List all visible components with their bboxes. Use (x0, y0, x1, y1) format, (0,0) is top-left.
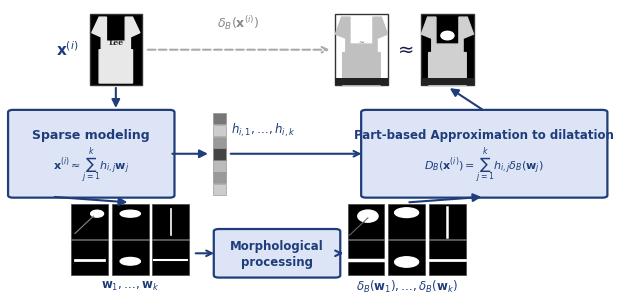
FancyBboxPatch shape (335, 14, 388, 85)
FancyBboxPatch shape (212, 184, 226, 195)
FancyBboxPatch shape (112, 241, 148, 275)
FancyBboxPatch shape (421, 14, 474, 85)
Ellipse shape (395, 257, 419, 267)
FancyBboxPatch shape (388, 204, 425, 239)
FancyBboxPatch shape (388, 241, 425, 275)
FancyBboxPatch shape (421, 78, 474, 85)
Text: $\sim$: $\sim$ (357, 38, 365, 44)
FancyBboxPatch shape (214, 229, 340, 278)
Polygon shape (92, 17, 140, 83)
FancyBboxPatch shape (212, 160, 226, 171)
FancyBboxPatch shape (152, 241, 189, 275)
Text: $h_{i,1}, \ldots, h_{i,k}$: $h_{i,1}, \ldots, h_{i,k}$ (231, 122, 295, 139)
Text: $\delta_B(\mathbf{w}_1), \ldots, \delta_B(\mathbf{w}_k)$: $\delta_B(\mathbf{w}_1), \ldots, \delta_… (355, 278, 458, 295)
FancyBboxPatch shape (212, 113, 226, 124)
Text: $\approx$: $\approx$ (394, 40, 415, 59)
FancyBboxPatch shape (212, 148, 226, 160)
Text: $\mathbf{x}^{(i)} \approx \sum_{j=1}^{k} h_{i,j}\mathbf{w}_j$: $\mathbf{x}^{(i)} \approx \sum_{j=1}^{k}… (53, 146, 129, 186)
Text: Part-based Approximation to dilatation: Part-based Approximation to dilatation (355, 129, 614, 142)
Ellipse shape (91, 210, 104, 217)
FancyBboxPatch shape (71, 204, 108, 239)
Ellipse shape (358, 210, 378, 222)
Text: $\delta_B(\mathbf{x}^{(i)})$: $\delta_B(\mathbf{x}^{(i)})$ (218, 14, 260, 32)
Ellipse shape (120, 258, 140, 265)
Text: processing: processing (241, 255, 313, 268)
Text: $\mathbf{w}_1, \ldots, \mathbf{w}_k$: $\mathbf{w}_1, \ldots, \mathbf{w}_k$ (101, 280, 159, 293)
Ellipse shape (395, 208, 419, 218)
FancyBboxPatch shape (335, 78, 388, 85)
FancyBboxPatch shape (112, 204, 148, 239)
FancyBboxPatch shape (429, 241, 465, 275)
Polygon shape (335, 17, 388, 85)
FancyBboxPatch shape (429, 204, 465, 239)
FancyBboxPatch shape (8, 110, 175, 198)
FancyBboxPatch shape (212, 137, 226, 148)
Text: Lee: Lee (108, 38, 124, 47)
Ellipse shape (441, 31, 454, 40)
FancyBboxPatch shape (71, 241, 108, 275)
Text: Sparse modeling: Sparse modeling (33, 129, 150, 142)
FancyBboxPatch shape (212, 172, 226, 183)
FancyBboxPatch shape (212, 125, 226, 136)
Text: $\mathbf{x}^{(i)}$: $\mathbf{x}^{(i)}$ (56, 40, 79, 59)
FancyBboxPatch shape (152, 204, 189, 239)
FancyBboxPatch shape (90, 14, 142, 85)
Text: Morphological: Morphological (230, 240, 324, 253)
FancyBboxPatch shape (361, 110, 607, 198)
FancyBboxPatch shape (348, 241, 385, 275)
Polygon shape (421, 17, 474, 85)
Text: $D_B(\mathbf{x}^{(i)}) = \sum_{j=1}^{k} h_{i,j}\delta_B(\mathbf{w}_j)$: $D_B(\mathbf{x}^{(i)}) = \sum_{j=1}^{k} … (424, 146, 544, 186)
FancyBboxPatch shape (348, 204, 385, 239)
Ellipse shape (120, 210, 140, 217)
